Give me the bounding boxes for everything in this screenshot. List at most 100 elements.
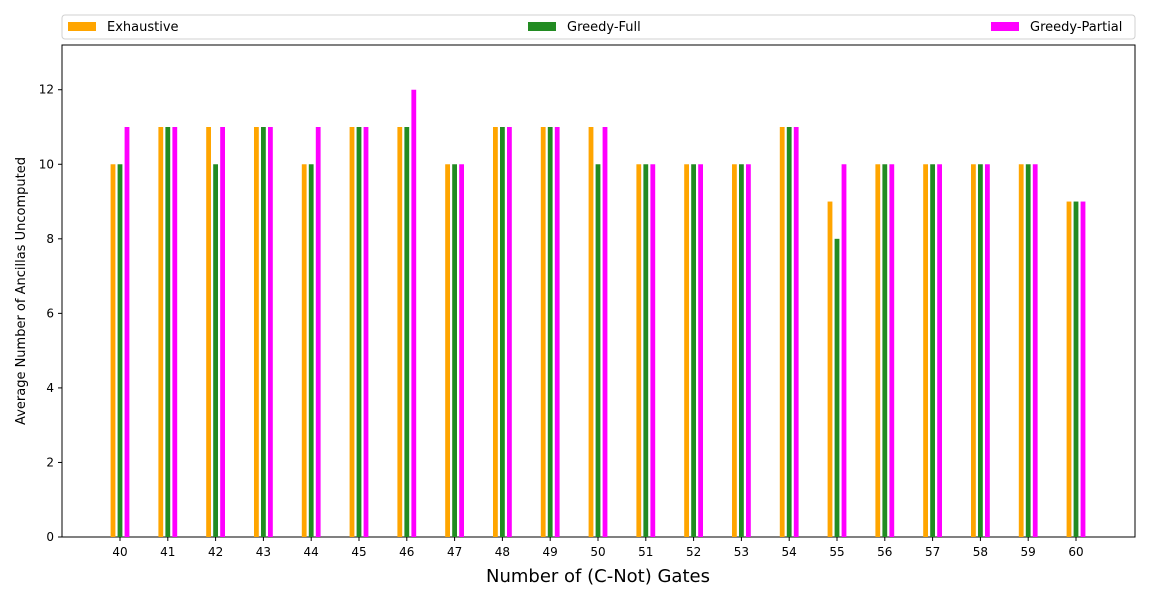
legend-item-exhaustive: Exhaustive xyxy=(68,20,179,35)
y-tick-label: 2 xyxy=(46,455,54,469)
bar-greedy-full-58 xyxy=(978,164,983,537)
bar-exhaustive-59 xyxy=(1018,164,1024,537)
y-tick-label: 12 xyxy=(39,83,54,97)
bar-greedy-partial-58 xyxy=(985,164,990,537)
bar-exhaustive-47 xyxy=(445,164,450,537)
bar-exhaustive-43 xyxy=(254,127,259,537)
legend-item-greedy-partial: Greedy-Partial xyxy=(991,20,1122,35)
bar-exhaustive-41 xyxy=(158,127,164,537)
bar-exhaustive-40 xyxy=(110,164,116,537)
x-tick-label: 60 xyxy=(1068,545,1083,559)
bar-greedy-partial-44 xyxy=(315,127,321,537)
y-axis: 0 2 4 6 8 10 12 xyxy=(39,83,62,544)
y-tick-label: 4 xyxy=(46,381,54,395)
y-tick-label: 10 xyxy=(39,157,54,171)
x-tick-label: 46 xyxy=(399,545,414,559)
bar-greedy-partial-49 xyxy=(554,127,560,537)
bar-greedy-partial-54 xyxy=(793,127,799,537)
x-axis-label: Number of (C-Not) Gates xyxy=(486,566,710,587)
bar-exhaustive-58 xyxy=(971,164,976,537)
bar-exhaustive-60 xyxy=(1066,201,1072,538)
bar-exhaustive-49 xyxy=(540,127,546,537)
bar-exhaustive-50 xyxy=(588,127,594,537)
x-tick-label: 44 xyxy=(304,545,319,559)
bar-greedy-full-50 xyxy=(595,164,601,537)
bar-exhaustive-48 xyxy=(493,127,498,537)
bar-greedy-partial-46 xyxy=(411,89,417,537)
bar-greedy-full-43 xyxy=(261,127,266,537)
legend-frame xyxy=(61,14,1136,40)
bar-greedy-partial-48 xyxy=(507,127,512,537)
bar-exhaustive-53 xyxy=(732,164,737,537)
x-tick-label: 41 xyxy=(160,545,175,559)
x-tick-label: 51 xyxy=(638,545,653,559)
x-tick-label: 57 xyxy=(925,545,940,559)
x-axis: 40 41 42 43 44 45 46 47 48 49 50 51 52 53 54 55 56 57 58 59… xyxy=(112,537,1084,559)
legend-label-greedy-partial: Greedy-Partial xyxy=(1030,20,1122,35)
bar-greedy-full-52 xyxy=(691,164,696,537)
x-tick-label: 50 xyxy=(590,545,605,559)
bar-greedy-full-41 xyxy=(165,127,171,537)
bar-exhaustive-57 xyxy=(923,164,928,537)
x-tick-label: 55 xyxy=(829,545,844,559)
legend-label-exhaustive: Exhaustive xyxy=(107,20,179,35)
legend-swatch-exhaustive xyxy=(68,22,96,31)
bar-greedy-partial-52 xyxy=(698,164,703,537)
bar-exhaustive-55 xyxy=(827,201,833,538)
x-tick-label: 43 xyxy=(256,545,271,559)
y-tick-label: 6 xyxy=(46,306,54,320)
bar-greedy-partial-57 xyxy=(937,164,942,537)
bar-greedy-partial-56 xyxy=(889,164,895,537)
bar-greedy-full-49 xyxy=(547,127,553,537)
bar-exhaustive-42 xyxy=(206,127,211,537)
bars-layer xyxy=(110,89,1086,538)
x-tick-label: 45 xyxy=(351,545,366,559)
legend-swatch-greedy-partial xyxy=(991,22,1019,31)
bar-greedy-partial-47 xyxy=(459,164,464,537)
bar-greedy-full-42 xyxy=(213,164,218,537)
bar-exhaustive-45 xyxy=(349,127,355,537)
y-axis-label: Average Number of Ancillas Uncomputed xyxy=(14,157,29,425)
bar-greedy-full-47 xyxy=(452,164,457,537)
x-tick-label: 52 xyxy=(686,545,701,559)
bar-greedy-partial-43 xyxy=(268,127,273,537)
x-tick-label: 54 xyxy=(782,545,797,559)
bar-greedy-full-46 xyxy=(404,127,410,537)
bar-greedy-full-45 xyxy=(356,127,362,537)
bar-greedy-partial-60 xyxy=(1080,201,1086,538)
bar-greedy-partial-40 xyxy=(124,127,130,537)
bar-exhaustive-51 xyxy=(636,164,642,537)
legend: Exhaustive Greedy-Full Greedy-Partial xyxy=(61,14,1136,40)
x-tick-label: 42 xyxy=(208,545,223,559)
bar-greedy-partial-42 xyxy=(220,127,225,537)
bar-greedy-full-51 xyxy=(643,164,649,537)
bar-exhaustive-52 xyxy=(684,164,689,537)
bar-greedy-partial-55 xyxy=(841,164,847,537)
bar-greedy-partial-45 xyxy=(363,127,369,537)
bar-greedy-full-60 xyxy=(1073,201,1079,538)
bar-greedy-full-57 xyxy=(930,164,935,537)
bar-greedy-full-55 xyxy=(834,238,840,537)
bar-greedy-full-56 xyxy=(882,164,888,537)
bar-greedy-full-54 xyxy=(786,127,792,537)
bar-exhaustive-56 xyxy=(875,164,881,537)
y-tick-label: 8 xyxy=(46,232,54,246)
x-tick-label: 47 xyxy=(447,545,462,559)
legend-item-greedy-full: Greedy-Full xyxy=(528,20,641,35)
x-tick-label: 40 xyxy=(112,545,127,559)
bar-greedy-full-40 xyxy=(117,164,123,537)
bar-greedy-partial-59 xyxy=(1032,164,1038,537)
bar-greedy-partial-51 xyxy=(650,164,656,537)
bar-greedy-full-44 xyxy=(308,164,314,537)
bar-exhaustive-54 xyxy=(779,127,785,537)
bar-greedy-full-48 xyxy=(500,127,505,537)
legend-label-greedy-full: Greedy-Full xyxy=(567,20,641,35)
bar-greedy-partial-50 xyxy=(602,127,608,537)
x-tick-label: 48 xyxy=(495,545,510,559)
legend-swatch-greedy-full xyxy=(528,22,556,31)
y-tick-label: 0 xyxy=(46,530,54,544)
bar-greedy-partial-53 xyxy=(746,164,751,537)
bar-greedy-full-53 xyxy=(739,164,744,537)
x-tick-label: 59 xyxy=(1021,545,1036,559)
